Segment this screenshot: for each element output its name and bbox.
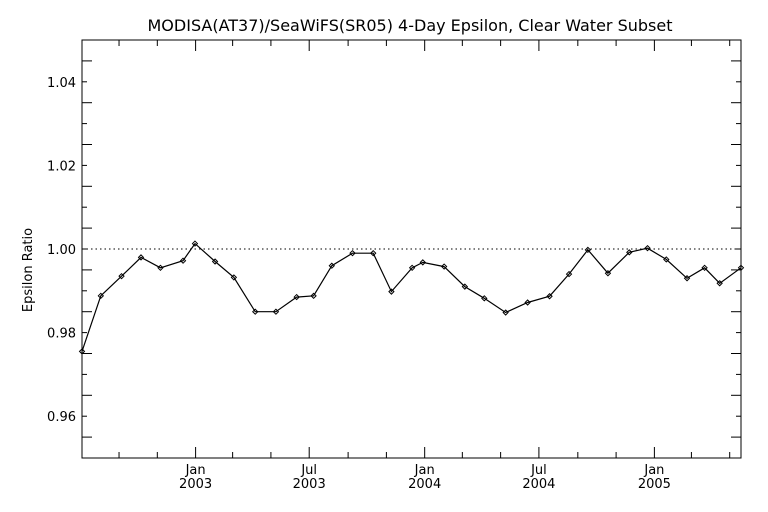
data-point: [419, 259, 427, 266]
data-point: [230, 274, 238, 281]
x-tick-year-label: 2005: [638, 477, 671, 492]
data-point: [388, 288, 395, 295]
data-point: [524, 299, 531, 306]
data-point: [157, 264, 164, 272]
chart-title: MODISA(AT37)/SeaWiFS(SR05) 4-Day Epsilon…: [148, 16, 673, 35]
x-tick-year-label: 2003: [179, 477, 212, 492]
data-point: [663, 256, 670, 263]
y-axis-label: Epsilon Ratio: [21, 228, 36, 312]
data-point: [716, 280, 723, 287]
y-tick-label: 0.98: [47, 327, 76, 342]
x-tick-year-label: 2003: [293, 477, 326, 492]
y-tick-label: 0.96: [47, 410, 76, 425]
data-point: [683, 275, 691, 282]
data-point: [408, 264, 416, 272]
data-point: [179, 257, 187, 264]
data-point: [118, 272, 125, 280]
x-tick-year-label: 2004: [522, 477, 555, 492]
y-tick-label: 1.02: [47, 159, 76, 174]
data-point: [349, 249, 356, 257]
data-point: [137, 254, 145, 261]
data-point: [310, 292, 317, 300]
data-point: [211, 258, 219, 265]
data-point: [293, 293, 300, 301]
data-point: [328, 262, 335, 269]
series-line: [81, 242, 742, 352]
data-point: [370, 249, 377, 257]
data-point: [272, 308, 280, 315]
data-point: [626, 249, 633, 256]
data-point: [191, 240, 199, 247]
data-point: [604, 270, 612, 277]
x-tick-month-label: Jan: [414, 463, 435, 478]
data-point: [481, 295, 488, 302]
x-tick-year-label: 2004: [408, 477, 441, 492]
x-tick-month-label: Jan: [643, 463, 664, 478]
data-point: [97, 292, 105, 300]
data-point: [440, 263, 448, 270]
y-tick-label: 1.00: [47, 243, 76, 258]
y-axis: 0.96 0.98 1.00 1.02 1.04: [47, 39, 741, 459]
data-point: [461, 283, 469, 290]
data-point: [252, 308, 259, 315]
data-point: [78, 348, 86, 355]
y-tick-label: 1.04: [47, 76, 76, 91]
data-point: [546, 293, 553, 300]
data-point: [502, 309, 509, 316]
x-tick-month-label: Jul: [530, 463, 547, 478]
series-group: [78, 240, 745, 355]
data-point: [737, 264, 745, 272]
data-point: [584, 246, 592, 254]
x-tick-month-label: Jul: [300, 463, 317, 478]
data-point: [565, 270, 573, 278]
data-point: [701, 264, 708, 272]
x-tick-month-label: Jan: [185, 463, 206, 478]
data-point: [644, 244, 651, 252]
